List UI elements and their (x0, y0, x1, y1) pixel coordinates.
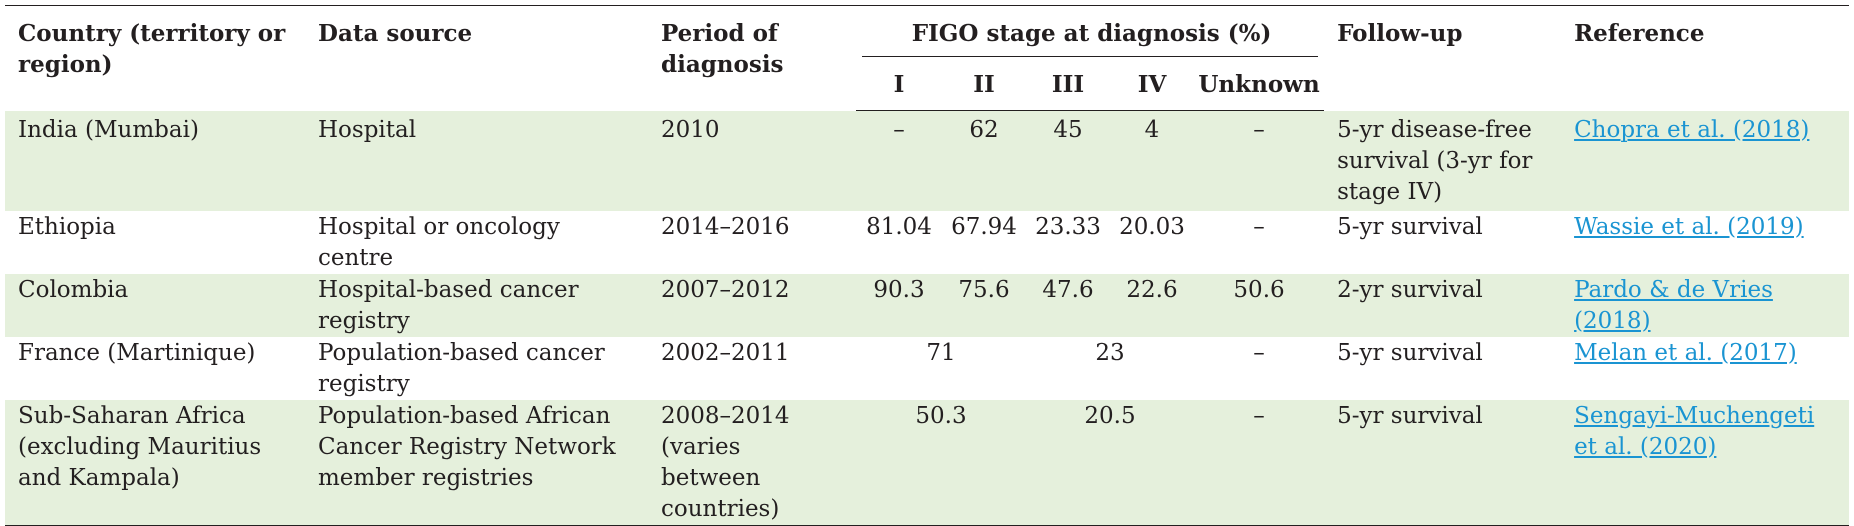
header-reference: Reference (1561, 5, 1850, 111)
cell-stage-iv: 20.03 (1119, 213, 1185, 240)
cell-data-source: Population-based African Cancer Registry… (305, 399, 648, 526)
cell-stage-i: 81.04 (866, 213, 932, 240)
header-follow-up: Follow-up (1324, 5, 1562, 111)
cell-stage-unknown: – (1253, 339, 1265, 366)
cell-reference: Wassie et al. (2019) (1561, 211, 1849, 274)
cell-stage-i-ii: 71 (926, 339, 956, 366)
cell-stage-iv: 4 (1110, 110, 1194, 211)
header-period: Period of diagnosis (648, 5, 856, 111)
cell-period: 2014–2016 (661, 213, 790, 240)
cell-country: Ethiopia (18, 213, 116, 240)
header-country: Country (territory or region) (5, 5, 305, 111)
cell-follow-up: 2-yr survival (1324, 273, 1562, 337)
table-row: Ethiopia Hospital or oncology centre 201… (5, 211, 1849, 274)
cell-country: Colombia (5, 273, 305, 337)
cell-stage-unknown: – (1194, 110, 1325, 211)
cell-stage-i-ii: 50.3 (856, 399, 1026, 526)
survival-table: Country (territory or region) Data sourc… (5, 5, 1850, 526)
cell-stage-iii: 45 (1026, 110, 1110, 211)
cell-stage-unknown: – (1194, 399, 1325, 526)
header-stage-iv: IV (1110, 57, 1194, 111)
header-stage-i: I (856, 57, 942, 111)
cell-reference: Sengayi-Muchengeti et al. (2020) (1561, 399, 1850, 526)
reference-link[interactable]: Sengayi-Muchengeti et al. (2020) (1574, 402, 1815, 460)
cell-stage-ii: 62 (942, 110, 1026, 211)
cell-stage-ii: 75.6 (942, 273, 1026, 337)
cell-reference: Chopra et al. (2018) (1561, 110, 1850, 211)
cell-follow-up: 5-yr survival (1337, 213, 1483, 240)
cell-period: 2010 (648, 110, 856, 211)
cell-stage-iii-iv: 20.5 (1026, 399, 1194, 526)
cell-data-source: Hospital or oncology centre (318, 213, 560, 271)
table-row: Colombia Hospital-based cancer registry … (5, 273, 1850, 337)
cell-stage-iii-iv: 23 (1095, 339, 1125, 366)
table-row: Sub-Saharan Africa (excluding Mauritius … (5, 399, 1850, 526)
header-stage-iii: III (1026, 57, 1110, 111)
cell-reference: Melan et al. (2017) (1561, 337, 1849, 400)
header-figo-divider (862, 56, 1319, 57)
cell-country: India (Mumbai) (5, 110, 305, 211)
cell-stage-iii: 23.33 (1035, 213, 1101, 240)
cell-stage-iv: 22.6 (1110, 273, 1194, 337)
table-row: India (Mumbai) Hospital 2010 – 62 45 4 –… (5, 110, 1850, 211)
cell-period: 2007–2012 (648, 273, 856, 337)
header-stage-unknown: Unknown (1194, 57, 1325, 111)
table-body: India (Mumbai) Hospital 2010 – 62 45 4 –… (5, 110, 1850, 526)
cell-stage-i: – (856, 110, 942, 211)
cell-data-source: Population-based cancer registry (318, 339, 605, 397)
table-header: Country (territory or region) Data sourc… (5, 5, 1850, 111)
header-figo-group-label: FIGO stage at diagnosis (%) (911, 20, 1272, 47)
cell-country: France (Martinique) (18, 339, 256, 366)
reference-link[interactable]: Wassie et al. (2019) (1574, 213, 1804, 240)
cell-stage-unknown: 50.6 (1194, 273, 1325, 337)
cell-stage-unknown: – (1253, 213, 1265, 240)
cell-stage-i: 90.3 (856, 273, 942, 337)
reference-link[interactable]: Pardo & de Vries (2018) (1574, 276, 1773, 334)
cell-data-source: Hospital (305, 110, 648, 211)
reference-link[interactable]: Melan et al. (2017) (1574, 339, 1797, 366)
header-figo-group: FIGO stage at diagnosis (%) (856, 5, 1325, 57)
table-row: France (Martinique) Population-based can… (5, 337, 1849, 400)
cell-stage-ii: 67.94 (951, 213, 1017, 240)
cell-stage-iii: 47.6 (1026, 273, 1110, 337)
cell-follow-up: 5-yr survival (1337, 339, 1483, 366)
cell-data-source: Hospital-based cancer registry (305, 273, 648, 337)
cell-period: 2008–2014 (varies between countries) (648, 399, 856, 526)
header-data-source: Data source (305, 5, 648, 111)
header-stage-ii: II (942, 57, 1026, 111)
cell-country: Sub-Saharan Africa (excluding Mauritius … (5, 399, 305, 526)
cell-follow-up: 5-yr survival (1324, 399, 1562, 526)
cell-reference: Pardo & de Vries (2018) (1561, 273, 1850, 337)
cell-period: 2002–2011 (661, 339, 790, 366)
reference-link[interactable]: Chopra et al. (2018) (1574, 116, 1810, 143)
cell-follow-up: 5-yr disease-free survival (3-yr for sta… (1324, 110, 1562, 211)
